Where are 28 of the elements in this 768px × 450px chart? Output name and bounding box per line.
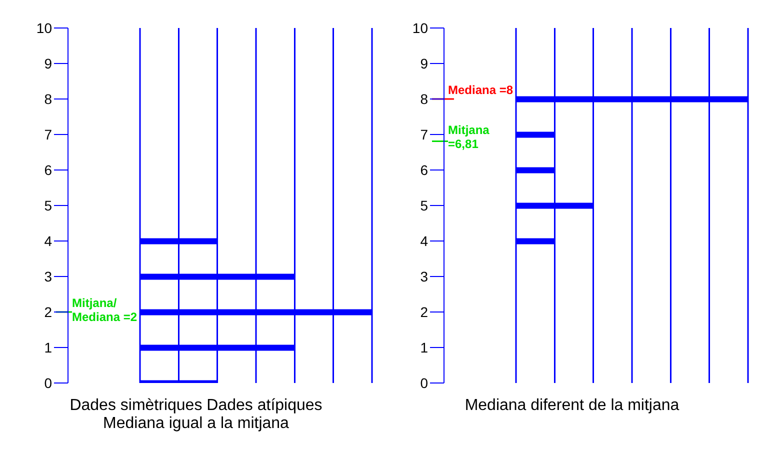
y-tick-label: 9 <box>420 55 428 72</box>
ref-line-label: Mediana =8 <box>448 83 514 97</box>
x-axis-title: Dades simètriques Dades atípiques <box>68 397 324 415</box>
y-tick-label: 4 <box>44 232 52 249</box>
y-tick-label: 0 <box>420 374 428 391</box>
ref-line-label: Mitjana =6,81 <box>448 123 514 152</box>
y-tick-label: 5 <box>420 197 428 214</box>
y-tick-label: 2 <box>420 304 428 320</box>
y-tick-label: 4 <box>420 232 428 249</box>
y-tick-label: 6 <box>420 162 428 178</box>
y-tick-label: 5 <box>44 197 52 214</box>
y-tick-label: 9 <box>44 55 52 72</box>
y-tick-label: 3 <box>420 268 428 284</box>
y-tick-label: 8 <box>44 90 52 107</box>
y-tick-label: 7 <box>420 126 428 142</box>
y-tick-label: 2 <box>44 304 52 320</box>
y-tick-label: 10 <box>412 20 428 36</box>
y-tick-label: 3 <box>44 268 52 284</box>
y-tick-label: 6 <box>44 162 52 178</box>
text: Mediana igual a la mitjana <box>102 415 290 433</box>
ref-line-label: Mitjana/ Mediana =2 <box>72 296 138 324</box>
y-tick-label: 7 <box>44 126 52 142</box>
y-tick-label: 0 <box>44 374 52 391</box>
x-axis-title: Mediana diferent de la mitjana <box>464 397 680 415</box>
y-tick-label: 1 <box>44 339 52 356</box>
y-tick-label: 1 <box>420 339 428 356</box>
y-tick-label: 8 <box>420 90 428 107</box>
y-tick-label: 10 <box>36 20 52 36</box>
